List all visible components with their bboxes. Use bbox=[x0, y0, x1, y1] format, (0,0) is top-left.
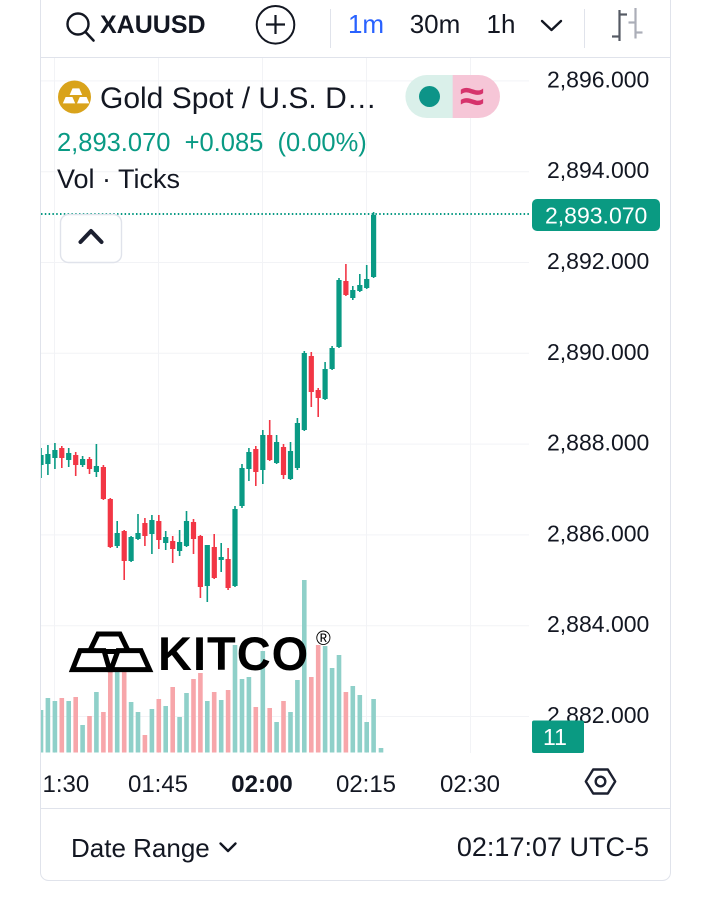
svg-text:2,890.000: 2,890.000 bbox=[547, 339, 649, 365]
svg-text:1h: 1h bbox=[487, 9, 516, 39]
svg-text:2,884.000: 2,884.000 bbox=[547, 611, 649, 637]
svg-text:2,896.000: 2,896.000 bbox=[547, 66, 649, 92]
svg-text:11: 11 bbox=[543, 724, 567, 750]
svg-text:Gold Spot / U.S. D…: Gold Spot / U.S. D… bbox=[100, 82, 377, 115]
svg-text:KITCO: KITCO bbox=[158, 627, 309, 680]
svg-text:2,894.000: 2,894.000 bbox=[547, 157, 649, 183]
svg-text:1m: 1m bbox=[348, 9, 384, 39]
svg-text:02:15: 02:15 bbox=[336, 771, 396, 798]
svg-text:≈: ≈ bbox=[460, 72, 484, 121]
svg-text:2,888.000: 2,888.000 bbox=[547, 430, 649, 456]
svg-text:Date Range: Date Range bbox=[71, 833, 210, 863]
svg-text:1:30: 1:30 bbox=[43, 771, 90, 798]
svg-text:2,893.070 +0.085 (0.00%): 2,893.070 +0.085 (0.00%) bbox=[57, 129, 367, 157]
svg-text:01:45: 01:45 bbox=[128, 771, 188, 798]
svg-text:30m: 30m bbox=[410, 9, 461, 39]
svg-text:2,892.000: 2,892.000 bbox=[547, 248, 649, 274]
svg-text:02:30: 02:30 bbox=[440, 771, 500, 798]
svg-text:2,886.000: 2,886.000 bbox=[547, 520, 649, 546]
svg-text:2,893.070: 2,893.070 bbox=[545, 203, 647, 229]
svg-text:®: ® bbox=[316, 628, 331, 650]
svg-text:02:17:07 UTC-5: 02:17:07 UTC-5 bbox=[457, 832, 649, 862]
svg-text:XAUUSD: XAUUSD bbox=[100, 11, 206, 39]
svg-text:02:00: 02:00 bbox=[231, 771, 292, 798]
svg-text:Vol · Ticks: Vol · Ticks bbox=[57, 164, 180, 194]
